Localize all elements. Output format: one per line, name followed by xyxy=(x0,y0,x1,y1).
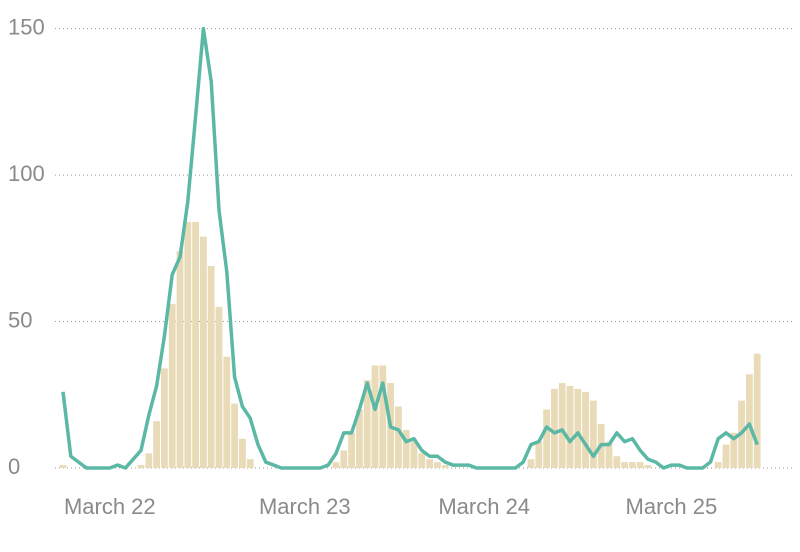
bar xyxy=(644,465,652,468)
bar xyxy=(184,221,192,468)
bar xyxy=(137,465,145,468)
x-tick-label: March 22 xyxy=(64,494,156,519)
bar xyxy=(176,251,184,468)
bar xyxy=(246,459,254,468)
bar xyxy=(551,388,558,468)
bar xyxy=(161,368,168,468)
bar xyxy=(348,432,355,468)
bar xyxy=(395,406,402,468)
bar xyxy=(59,465,67,468)
bar xyxy=(441,465,449,468)
bar xyxy=(566,385,574,468)
bar xyxy=(363,380,371,468)
bar xyxy=(356,409,363,468)
bar xyxy=(629,462,636,468)
bar xyxy=(590,400,597,468)
bar xyxy=(426,459,433,468)
bar xyxy=(621,462,628,468)
y-tick-label: 100 xyxy=(8,161,45,186)
bar xyxy=(527,459,535,468)
y-tick-label: 0 xyxy=(8,454,20,479)
bar xyxy=(153,421,160,468)
bar xyxy=(200,236,207,468)
y-tick-label: 50 xyxy=(8,307,32,332)
bar xyxy=(223,356,231,468)
bar xyxy=(746,374,753,468)
bar xyxy=(340,450,348,468)
bar xyxy=(582,391,589,468)
bar xyxy=(239,438,246,468)
bar xyxy=(168,303,176,468)
bar xyxy=(543,409,550,468)
x-tick-label: March 25 xyxy=(626,494,718,519)
bar xyxy=(145,453,153,468)
bar xyxy=(231,403,238,468)
bar xyxy=(722,444,730,468)
line xyxy=(61,26,759,470)
bar xyxy=(371,365,379,468)
bar xyxy=(434,462,441,468)
bar xyxy=(418,453,426,468)
bar xyxy=(379,365,387,468)
bar xyxy=(402,429,410,468)
bar xyxy=(558,383,566,468)
bar xyxy=(535,441,543,468)
bar xyxy=(207,265,215,468)
bar xyxy=(613,456,621,468)
bar xyxy=(636,462,644,468)
y-tick-label: 150 xyxy=(8,14,45,39)
bar xyxy=(714,462,722,468)
bar xyxy=(332,462,340,468)
bar xyxy=(730,432,738,468)
bar xyxy=(410,441,418,468)
bar xyxy=(215,306,223,468)
bar xyxy=(753,353,761,468)
x-tick-label: March 24 xyxy=(438,494,530,519)
bar xyxy=(605,441,613,468)
bar xyxy=(192,221,199,468)
bar xyxy=(574,388,582,468)
x-tick-label: March 23 xyxy=(259,494,351,519)
